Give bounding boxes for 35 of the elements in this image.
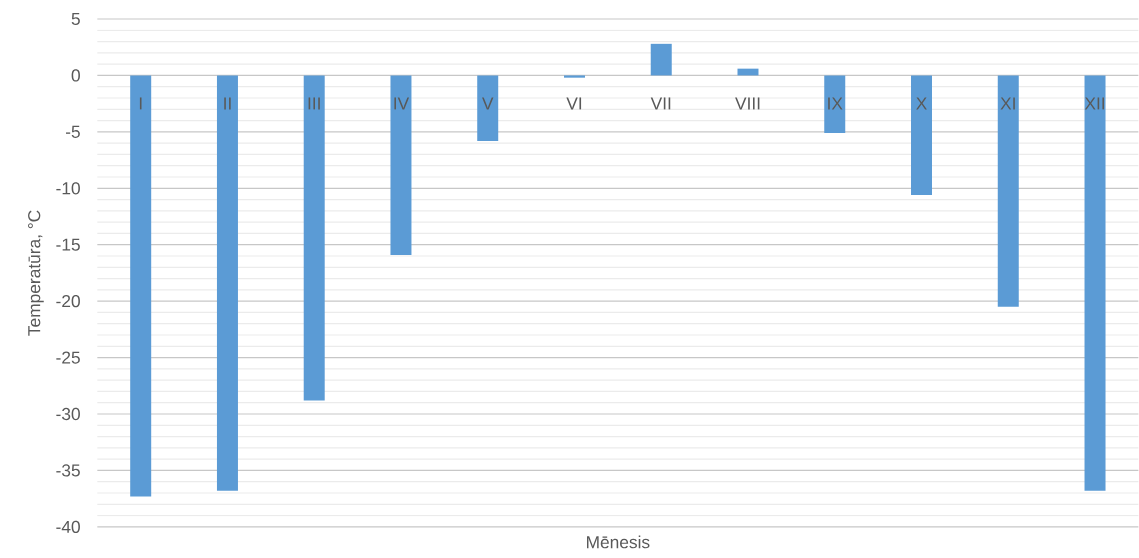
bar xyxy=(824,75,846,134)
x-axis-title: Mēnesis xyxy=(587,535,650,549)
bar xyxy=(390,75,412,255)
y-tick-label: -10 xyxy=(56,182,80,195)
y-tick-label: -30 xyxy=(56,407,80,421)
x-tick-label: VI xyxy=(566,97,582,110)
x-tick-label: IX xyxy=(828,97,843,110)
bar xyxy=(1084,75,1106,491)
y-tick-label: 0 xyxy=(71,69,80,82)
y-axis-title: Temperatūra, °C xyxy=(28,210,44,336)
x-tick-label: V xyxy=(482,97,494,110)
x-tick-label: XI xyxy=(1000,97,1015,110)
x-tick-label: VII xyxy=(650,97,671,110)
x-tick-label: XII xyxy=(1084,97,1105,110)
y-tick-label: -40 xyxy=(56,520,80,534)
bar xyxy=(650,43,672,76)
x-tick-label: VIII xyxy=(735,97,760,110)
bar xyxy=(216,75,238,491)
bar xyxy=(130,75,152,497)
bar xyxy=(997,75,1019,307)
x-tick-label: III xyxy=(308,97,320,110)
y-tick-label: 5 xyxy=(71,13,80,26)
x-tick-label: II xyxy=(224,97,231,110)
bar xyxy=(477,75,499,141)
y-tick-label: -25 xyxy=(56,351,80,364)
bar xyxy=(303,75,325,401)
y-tick-label: -20 xyxy=(56,295,80,308)
y-tick-label: -15 xyxy=(56,238,80,251)
bar xyxy=(911,75,932,196)
x-tick-label: I xyxy=(139,97,142,110)
x-tick-label: X xyxy=(916,97,927,110)
x-tick-label: IV xyxy=(394,97,410,110)
y-tick-label: -5 xyxy=(65,125,80,138)
y-tick-label: -35 xyxy=(56,464,80,477)
bar xyxy=(563,75,585,78)
